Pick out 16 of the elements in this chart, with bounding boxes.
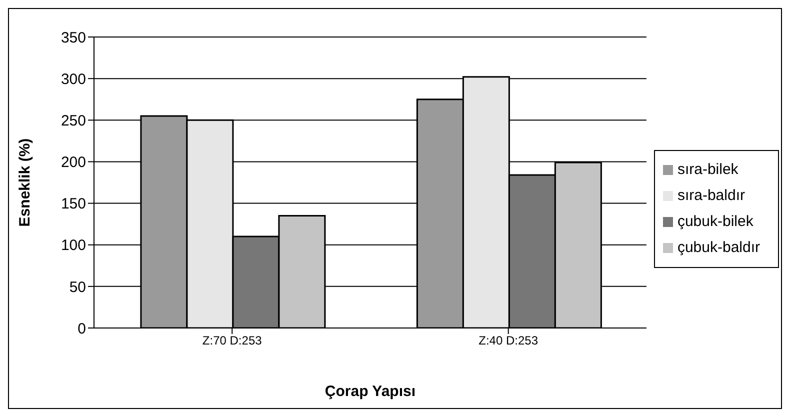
x-tick-label: Z:70 D:253 xyxy=(202,334,262,348)
legend-label: sıra-bilek xyxy=(677,160,738,178)
y-tick-label: 350 xyxy=(60,29,86,46)
legend-label: çubuk-baldır xyxy=(677,238,760,256)
y-tick-label: 0 xyxy=(78,320,86,338)
y-tick-label: 50 xyxy=(69,278,86,296)
y-tick-label: 100 xyxy=(60,237,86,254)
x-axis-title: Çorap Yapısı xyxy=(324,383,416,400)
legend-label: sıra-baldır xyxy=(677,186,745,204)
y-tick-label: 200 xyxy=(60,154,86,172)
x-tick-label: Z:40 D:253 xyxy=(478,334,538,348)
y-tick-label: 300 xyxy=(60,70,86,88)
y-tick-label: 150 xyxy=(60,196,86,213)
y-tick-label: 250 xyxy=(60,112,86,130)
y-axis-title: Esneklik (%) xyxy=(16,138,34,227)
legend-label: çubuk-bilek xyxy=(677,212,754,230)
